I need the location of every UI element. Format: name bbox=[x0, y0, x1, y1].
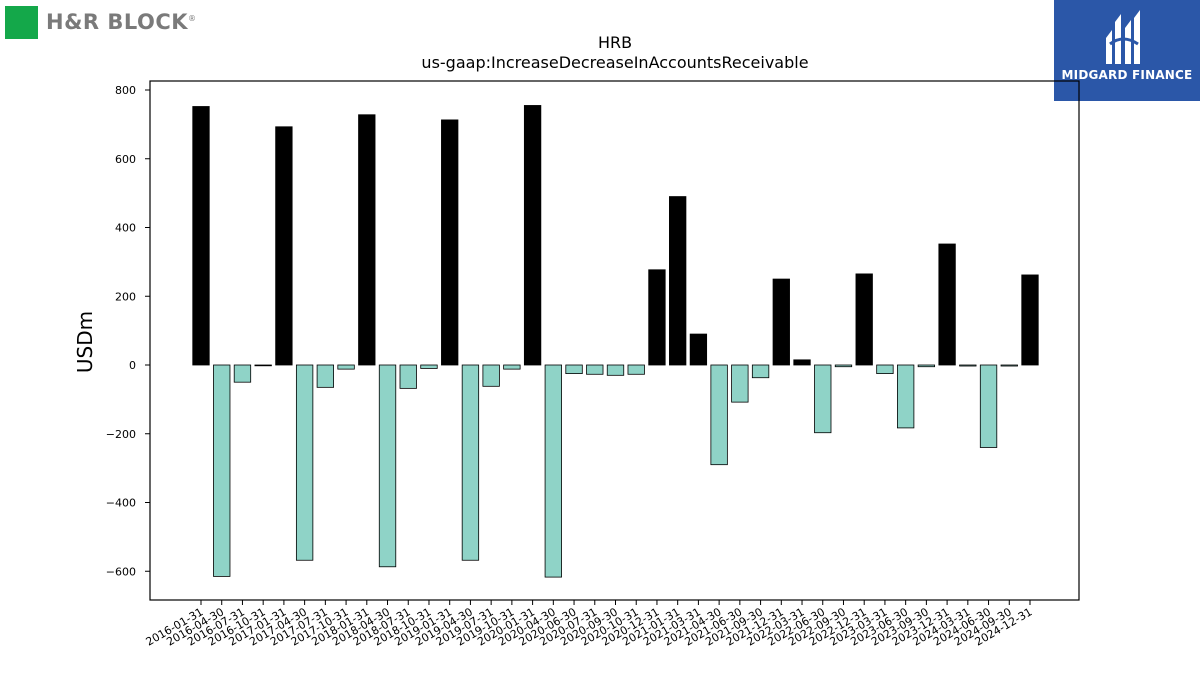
y-tick-label: −200 bbox=[106, 428, 136, 441]
bar-2020-01-31 bbox=[523, 105, 542, 366]
midgard-finance-emblem-icon bbox=[1106, 10, 1140, 64]
bar-2016-07-31 bbox=[233, 364, 252, 383]
bar-2019-07-31 bbox=[482, 364, 500, 387]
bar-2021-12-31 bbox=[772, 278, 790, 366]
y-tick-label: 800 bbox=[115, 84, 136, 97]
bar-2019-04-30 bbox=[461, 364, 480, 561]
bar-2016-01-31 bbox=[192, 106, 210, 366]
bar-2020-10-31 bbox=[627, 364, 645, 375]
bar-2016-04-30 bbox=[213, 364, 231, 577]
y-tick-label: −600 bbox=[106, 565, 136, 578]
bar-2017-10-31 bbox=[337, 364, 355, 370]
bar-2020-09-30 bbox=[606, 364, 625, 376]
midgard-finance-logo-text: MIDGARD FINANCE bbox=[1061, 68, 1193, 82]
bar-2019-10-31 bbox=[503, 364, 521, 370]
x-axis: 2016-01-312016-04-302016-07-312016-10-31… bbox=[144, 600, 1035, 649]
bar-2018-01-31 bbox=[358, 114, 376, 366]
bar-2023-03-31 bbox=[876, 364, 894, 374]
bar-2021-06-30 bbox=[731, 364, 749, 403]
plot-frame bbox=[149, 80, 1080, 601]
hr-block-logo: H&R BLOCK® bbox=[5, 5, 197, 39]
bar-2023-06-30 bbox=[897, 364, 915, 429]
bar-2022-06-30 bbox=[814, 364, 832, 434]
hr-block-green-square-icon bbox=[5, 5, 38, 39]
bar-2017-07-31 bbox=[316, 364, 335, 388]
bar-2020-07-31 bbox=[586, 364, 604, 375]
bar-2024-06-30 bbox=[979, 364, 998, 448]
bar-2018-10-31 bbox=[420, 364, 438, 369]
bar-2022-12-31 bbox=[855, 273, 873, 366]
bar-2020-04-30 bbox=[544, 364, 562, 578]
y-axis: −600 −400 −200 0 200 400 600 800 bbox=[106, 84, 150, 578]
bar-2016-10-31 bbox=[254, 364, 272, 367]
bar-2018-04-30 bbox=[378, 364, 397, 568]
bar-2022-03-31 bbox=[793, 359, 811, 366]
bar-2024-12-31 bbox=[1021, 274, 1039, 366]
bar-2021-01-31 bbox=[669, 196, 687, 366]
bar-2021-04-30 bbox=[710, 364, 728, 466]
y-tick-label: 0 bbox=[129, 359, 136, 372]
bar-2024-09-30 bbox=[1000, 364, 1018, 367]
bar-2021-03-31 bbox=[689, 333, 708, 366]
bar-2020-12-31 bbox=[648, 269, 666, 366]
bar-2022-09-30 bbox=[834, 364, 853, 368]
midgard-finance-logo: MIDGARD FINANCE bbox=[1054, 0, 1200, 101]
bar-2023-12-31 bbox=[938, 243, 956, 366]
y-tick-label: 600 bbox=[115, 153, 136, 166]
bar-2024-03-31 bbox=[959, 364, 977, 367]
bars-group bbox=[192, 105, 1039, 578]
bar-2017-01-31 bbox=[275, 126, 293, 366]
hr-block-logo-text: H&R BLOCK® bbox=[46, 10, 197, 34]
y-tick-label: −400 bbox=[106, 497, 136, 510]
chart-subtitle: us-gaap:IncreaseDecreaseInAccountsReceiv… bbox=[421, 53, 808, 72]
y-axis-label: USDm bbox=[73, 311, 97, 373]
y-tick-label: 200 bbox=[115, 290, 136, 303]
bar-2020-06-30 bbox=[565, 364, 583, 374]
bar-2019-01-31 bbox=[441, 119, 459, 366]
bar-2018-07-31 bbox=[399, 364, 417, 389]
bar-2017-04-30 bbox=[295, 364, 314, 561]
bar-2023-09-30 bbox=[917, 364, 936, 368]
bar-2021-09-30 bbox=[751, 364, 770, 379]
y-tick-label: 400 bbox=[115, 222, 136, 235]
chart-title: HRB bbox=[598, 33, 632, 52]
